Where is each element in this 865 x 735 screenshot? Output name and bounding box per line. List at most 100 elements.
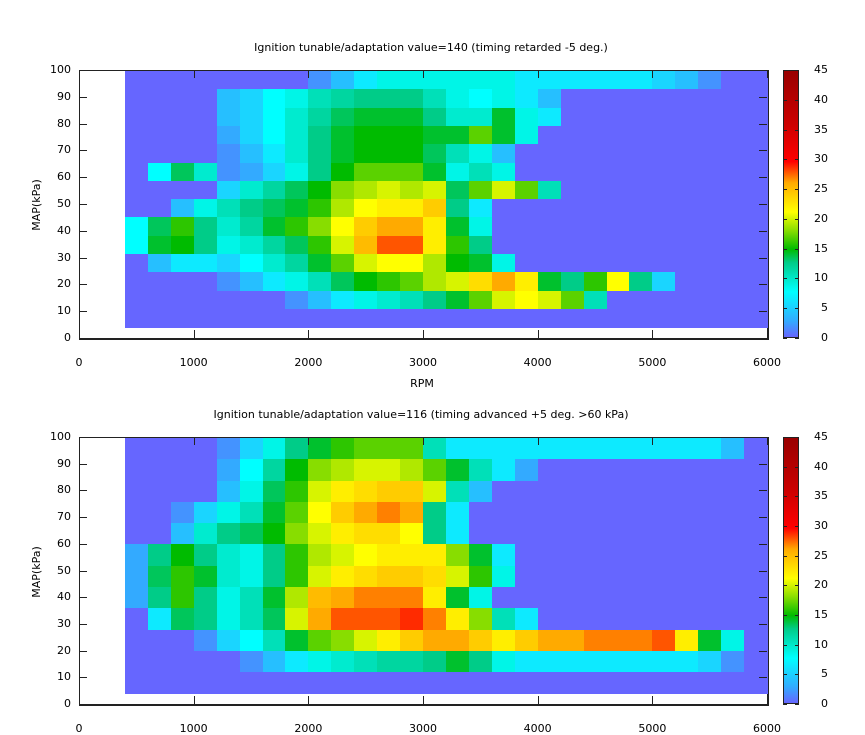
heatmap-cell — [170, 272, 195, 292]
heatmap-cell — [606, 672, 630, 694]
heatmap-cell — [744, 180, 768, 200]
heatmap-cell — [445, 144, 470, 164]
heatmap-cell — [124, 629, 149, 652]
colorbar — [783, 437, 799, 704]
heatmap-cell — [170, 565, 195, 588]
heatmap-cell — [285, 180, 309, 200]
heatmap-cell — [537, 544, 562, 567]
heatmap-cell — [124, 480, 149, 503]
heatmap-cell — [721, 544, 745, 567]
y-tick — [759, 177, 767, 179]
heatmap-cell — [331, 629, 355, 652]
heatmap-cell — [491, 107, 516, 127]
x-tick — [423, 70, 424, 78]
heatmap-cell — [468, 586, 493, 609]
heatmap-cell — [468, 672, 493, 694]
heatmap-cell — [216, 672, 241, 694]
heatmap-cell — [514, 235, 539, 255]
heatmap-cell — [239, 309, 263, 328]
heatmap-cell — [377, 565, 401, 588]
heatmap-cell — [216, 438, 241, 460]
heatmap-cell — [377, 309, 401, 328]
heatmap-cell — [308, 89, 332, 109]
heatmap-cell — [698, 254, 722, 273]
x-tick — [537, 330, 539, 338]
x-tick — [79, 437, 80, 445]
heatmap-cell — [354, 309, 378, 328]
heatmap-cell — [744, 501, 768, 524]
heatmap-cell — [583, 144, 607, 164]
y-tick — [79, 204, 87, 205]
heatmap-cell — [354, 438, 378, 460]
heatmap-cell — [147, 565, 172, 588]
x-tick — [308, 437, 310, 445]
heatmap-cell — [652, 162, 676, 182]
heatmap-cell — [468, 608, 493, 631]
heatmap-cell — [698, 144, 722, 164]
heatmap-cell — [193, 217, 218, 237]
heatmap-cell — [285, 235, 309, 255]
heatmap-cell — [514, 254, 539, 273]
y-tick — [79, 70, 87, 71]
heatmap-cell — [331, 650, 355, 673]
heatmap-cell — [491, 125, 516, 145]
heatmap-cell — [377, 180, 401, 200]
y-tick — [79, 623, 87, 625]
heatmap-cell — [606, 71, 630, 90]
heatmap-cell — [675, 180, 699, 200]
heatmap-cell — [514, 144, 539, 164]
heatmap-cell — [606, 199, 630, 218]
heatmap-cell — [262, 235, 286, 255]
heatmap-cell — [560, 586, 585, 609]
heatmap-cell — [468, 501, 493, 524]
colorbar-tick-label: 40 — [814, 459, 828, 473]
heatmap-cell — [698, 199, 722, 218]
heatmap-cell — [721, 107, 745, 127]
heatmap-cell — [147, 480, 172, 503]
heatmap-cell — [652, 586, 676, 609]
heatmap-cell — [537, 480, 562, 503]
heatmap-cell — [262, 501, 286, 524]
y-tick — [79, 570, 87, 572]
x-tick-label: 2000 — [294, 722, 323, 735]
y-tick — [79, 677, 87, 679]
heatmap-cell — [560, 309, 585, 328]
heatmap-cell — [216, 501, 241, 524]
heatmap-cell — [377, 272, 401, 292]
heatmap-cell — [652, 608, 676, 631]
heatmap-cell — [170, 217, 195, 237]
heatmap-cell — [239, 71, 263, 90]
heatmap-cell — [652, 523, 676, 545]
heatmap-cell — [170, 672, 195, 694]
colorbar-tick-label: 5 — [821, 667, 828, 681]
heatmap-cell — [560, 480, 585, 503]
heatmap-cell — [377, 89, 401, 109]
heatmap-cell — [239, 107, 263, 127]
heatmap-cell — [216, 523, 241, 545]
heatmap-cell — [606, 125, 630, 145]
heatmap-cell — [468, 309, 493, 328]
heatmap-cell — [560, 544, 585, 567]
heatmap-cell — [400, 162, 424, 182]
x-tick-label: 3000 — [409, 356, 437, 369]
heatmap-cell — [445, 629, 470, 652]
heatmap-cell — [193, 523, 218, 545]
heatmap-cell — [262, 217, 286, 237]
heatmap-cell — [216, 608, 241, 631]
heatmap-cell — [193, 199, 218, 218]
heatmap-cell — [583, 254, 607, 273]
heatmap-cell — [698, 501, 722, 524]
heatmap-cell — [193, 629, 218, 652]
heatmap-cell — [675, 650, 699, 673]
heatmap-cell — [285, 501, 309, 524]
heatmap-cell — [331, 480, 355, 503]
heatmap-cell — [445, 290, 470, 310]
heatmap-cell — [423, 254, 447, 273]
heatmap-cell — [721, 672, 745, 694]
heatmap-cell — [675, 629, 699, 652]
heatmap-cell — [675, 544, 699, 567]
heatmap-cell — [400, 459, 424, 482]
heatmap-cell — [445, 438, 470, 460]
heatmap-cell — [239, 290, 263, 310]
heatmap-cell — [170, 144, 195, 164]
